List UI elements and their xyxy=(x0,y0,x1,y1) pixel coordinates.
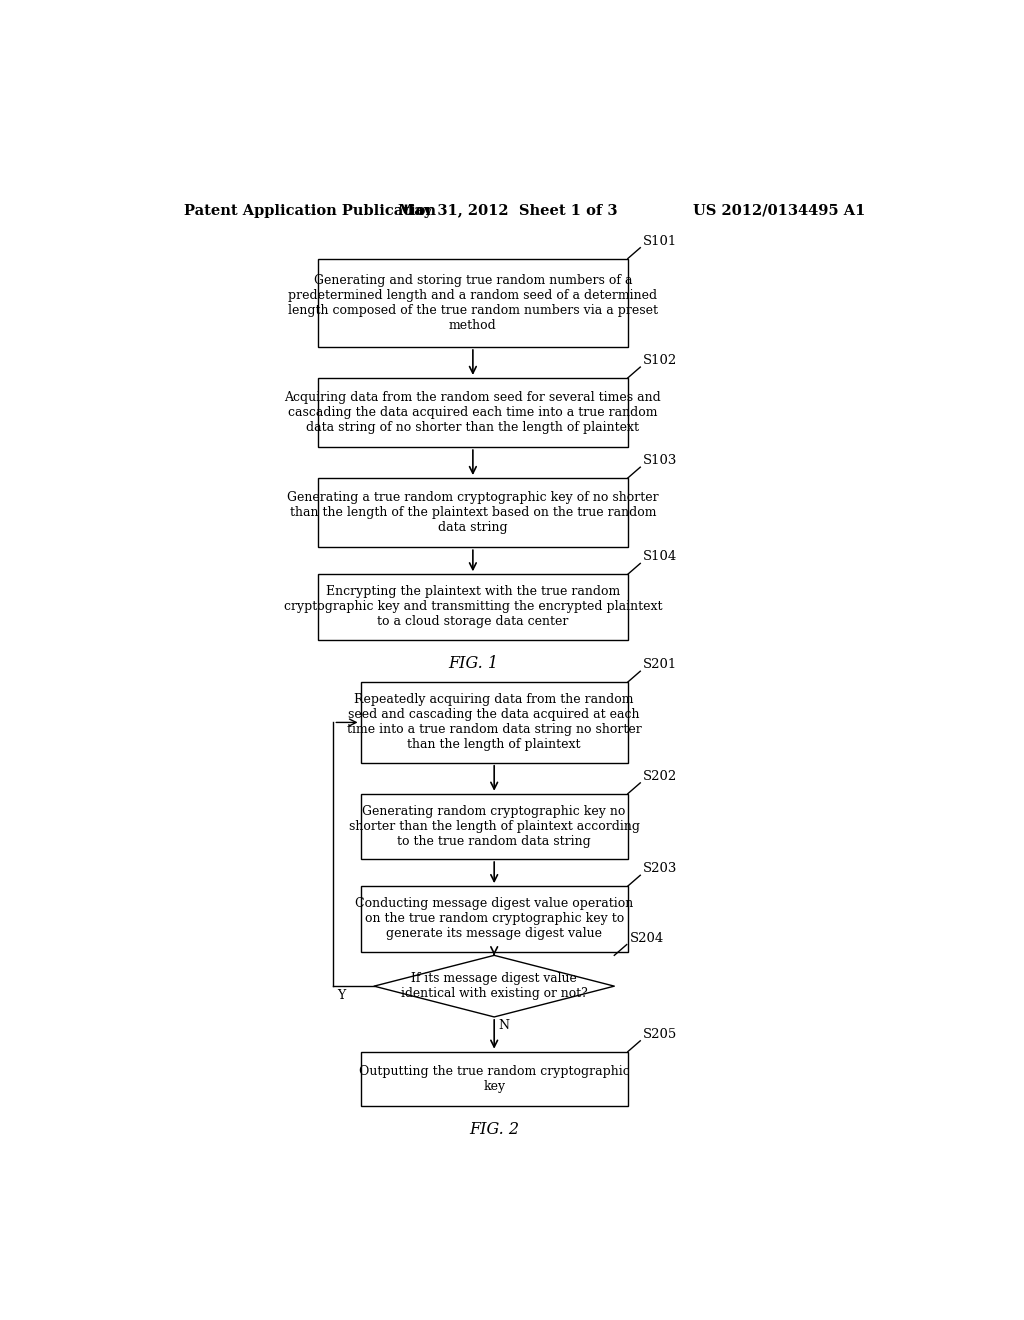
FancyBboxPatch shape xyxy=(360,682,628,763)
FancyBboxPatch shape xyxy=(317,378,628,447)
Text: S102: S102 xyxy=(643,354,678,367)
Text: S205: S205 xyxy=(643,1028,678,1040)
Text: S104: S104 xyxy=(643,550,678,564)
Text: S103: S103 xyxy=(643,454,678,467)
Text: Acquiring data from the random seed for several times and
cascading the data acq: Acquiring data from the random seed for … xyxy=(285,391,662,434)
Text: FIG. 2: FIG. 2 xyxy=(469,1121,519,1138)
Text: FIG. 1: FIG. 1 xyxy=(447,655,498,672)
FancyBboxPatch shape xyxy=(317,478,628,548)
Text: Conducting message digest value operation
on the true random cryptographic key t: Conducting message digest value operatio… xyxy=(355,898,633,940)
Text: S202: S202 xyxy=(643,770,678,783)
Text: Outputting the true random cryptographic
key: Outputting the true random cryptographic… xyxy=(358,1064,630,1093)
Text: Y: Y xyxy=(337,989,345,1002)
FancyBboxPatch shape xyxy=(317,574,628,640)
Text: Generating and storing true random numbers of a
predetermined length and a rando: Generating and storing true random numbe… xyxy=(288,273,657,331)
Text: Repeatedly acquiring data from the random
seed and cascading the data acquired a: Repeatedly acquiring data from the rando… xyxy=(347,693,642,751)
Text: S101: S101 xyxy=(643,235,678,248)
Text: Patent Application Publication: Patent Application Publication xyxy=(183,203,436,218)
Text: If its message digest value
identical with existing or not?: If its message digest value identical wi… xyxy=(400,972,588,1001)
Text: Generating random cryptographic key no
shorter than the length of plaintext acco: Generating random cryptographic key no s… xyxy=(349,805,640,847)
FancyBboxPatch shape xyxy=(360,793,628,859)
Text: S204: S204 xyxy=(630,932,664,945)
FancyBboxPatch shape xyxy=(360,886,628,952)
Text: N: N xyxy=(498,1019,509,1032)
Text: Encrypting the plaintext with the true random
cryptographic key and transmitting: Encrypting the plaintext with the true r… xyxy=(284,586,663,628)
FancyBboxPatch shape xyxy=(360,1052,628,1106)
FancyBboxPatch shape xyxy=(317,259,628,347)
Text: S203: S203 xyxy=(643,862,678,875)
Text: May 31, 2012  Sheet 1 of 3: May 31, 2012 Sheet 1 of 3 xyxy=(398,203,617,218)
Text: S201: S201 xyxy=(643,659,678,671)
Polygon shape xyxy=(374,956,614,1016)
Text: US 2012/0134495 A1: US 2012/0134495 A1 xyxy=(693,203,866,218)
Text: Generating a true random cryptographic key of no shorter
than the length of the : Generating a true random cryptographic k… xyxy=(287,491,658,535)
